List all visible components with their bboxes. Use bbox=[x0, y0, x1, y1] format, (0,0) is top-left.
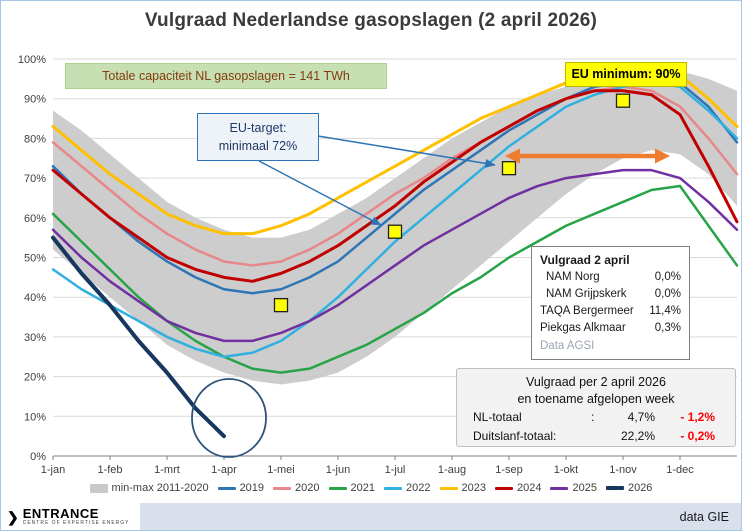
legend-label: 2021 bbox=[350, 482, 376, 494]
summary-sep bbox=[591, 427, 603, 446]
svg-text:10%: 10% bbox=[24, 411, 46, 423]
summary-row-de: Duitslanf-totaal: 22,2% - 0,2% bbox=[457, 427, 735, 446]
legend-label: 2026 bbox=[627, 482, 653, 494]
storage-table-title: Vulgraad 2 april bbox=[540, 253, 630, 267]
legend-swatch bbox=[328, 486, 347, 490]
footer-bar: ❯ ENTRANCE CENTRE OF EXPERTISE ENERGY da… bbox=[1, 501, 741, 530]
legend-item: 2024 bbox=[494, 482, 542, 494]
facility-name: TAQA Bergermeer bbox=[540, 305, 634, 317]
eu-target-callout: EU-target: minimaal 72% bbox=[197, 113, 319, 161]
data-source-agsi: Data AGSI bbox=[540, 340, 595, 352]
summary-delta: - 1,2% bbox=[680, 410, 715, 424]
entrance-logo: ❯ ENTRANCE CENTRE OF EXPERTISE ENERGY bbox=[1, 501, 140, 530]
data-source-gie: data GIE bbox=[679, 510, 729, 524]
summary-delta: - 0,2% bbox=[680, 429, 715, 443]
legend-swatch bbox=[217, 486, 236, 490]
facility-value: 0,3% bbox=[654, 322, 681, 334]
svg-text:1-okt: 1-okt bbox=[554, 464, 578, 476]
eu-minimum-callout: EU minimum: 90% bbox=[565, 62, 687, 87]
svg-text:20%: 20% bbox=[24, 372, 46, 384]
legend-swatch bbox=[494, 486, 513, 490]
legend-item: 2023 bbox=[439, 482, 486, 494]
svg-text:50%: 50% bbox=[24, 253, 46, 265]
svg-text:30%: 30% bbox=[24, 332, 46, 344]
legend-label: 2020 bbox=[295, 482, 320, 494]
summary-title-line1: Vulgraad per 2 april 2026 bbox=[526, 375, 666, 389]
svg-text:0%: 0% bbox=[30, 451, 46, 463]
summary-value: 22,2% bbox=[620, 429, 655, 443]
summary-row-nl: NL-totaal : 4,7% - 1,2% bbox=[457, 408, 735, 427]
legend-item: 2022 bbox=[384, 482, 431, 494]
svg-text:90%: 90% bbox=[24, 94, 46, 106]
legend-item: 2025 bbox=[550, 482, 597, 494]
legend-label: 2019 bbox=[239, 482, 265, 494]
svg-text:1-jul: 1-jul bbox=[385, 464, 406, 476]
capacity-note: Totale capaciteit NL gasopslagen = 141 T… bbox=[65, 63, 387, 89]
svg-text:1-jan: 1-jan bbox=[41, 464, 65, 476]
page-title: Vulgraad Nederlandse gasopslagen (2 apri… bbox=[144, 10, 598, 31]
svg-text:1-mrt: 1-mrt bbox=[154, 464, 180, 476]
table-row: NAM Norg 0,0% bbox=[540, 269, 681, 286]
svg-text:1-nov: 1-nov bbox=[609, 464, 637, 476]
legend-item: 2020 bbox=[273, 482, 320, 494]
summary-title-line2: en toename afgelopen week bbox=[517, 392, 675, 406]
summary-label: NL-totaal bbox=[473, 410, 522, 424]
legend-item: min-max 2011-2020 bbox=[89, 482, 209, 494]
summary-label: Duitslanf-totaal: bbox=[473, 429, 557, 443]
facility-name: NAM Grijpskerk bbox=[546, 288, 627, 300]
svg-text:80%: 80% bbox=[24, 133, 46, 145]
svg-text:1-feb: 1-feb bbox=[97, 464, 122, 476]
svg-text:1-aug: 1-aug bbox=[438, 464, 466, 476]
legend-label: 2022 bbox=[406, 482, 431, 494]
legend-label: 2025 bbox=[572, 482, 597, 494]
facility-name: Piekgas Alkmaar bbox=[540, 322, 626, 334]
facility-value: 11,4% bbox=[649, 305, 681, 317]
svg-text:1-mei: 1-mei bbox=[267, 464, 295, 476]
facility-value: 0,0% bbox=[654, 288, 681, 300]
legend-swatch bbox=[550, 486, 569, 490]
legend-label: min-max 2011-2020 bbox=[111, 482, 209, 494]
summary-value: 4,7% bbox=[627, 410, 655, 424]
legend-label: 2024 bbox=[516, 482, 542, 494]
legend-item: 2026 bbox=[605, 482, 653, 494]
eu-target-line2: minimaal 72% bbox=[218, 139, 298, 153]
legend-item: 2021 bbox=[328, 482, 376, 494]
table-row: NAM Grijpskerk 0,0% bbox=[540, 286, 681, 303]
summary-box: Vulgraad per 2 april 2026 en toename afg… bbox=[456, 368, 736, 447]
svg-text:100%: 100% bbox=[18, 54, 46, 66]
legend-swatch bbox=[273, 486, 292, 490]
svg-text:1-sep: 1-sep bbox=[495, 464, 523, 476]
table-row: TAQA Bergermeer 11,4% bbox=[540, 303, 681, 320]
summary-sep: : bbox=[591, 410, 595, 424]
legend: min-max 2011-2020 2019 2020 2021 2022 2023 202… bbox=[1, 482, 741, 494]
svg-text:1-dec: 1-dec bbox=[666, 464, 694, 476]
legend-swatch bbox=[384, 486, 403, 490]
storage-breakdown-table: Vulgraad 2 april NAM Norg 0,0% NAM Grijp… bbox=[531, 246, 690, 360]
svg-text:1-apr: 1-apr bbox=[211, 464, 237, 476]
svg-text:70%: 70% bbox=[24, 173, 46, 185]
legend-swatch bbox=[439, 486, 458, 490]
facility-name: NAM Norg bbox=[546, 271, 600, 283]
chevron-icon: ❯ bbox=[7, 508, 19, 525]
legend-label: 2023 bbox=[461, 482, 486, 494]
legend-swatch bbox=[89, 483, 108, 493]
logo-subtext: CENTRE OF EXPERTISE ENERGY bbox=[22, 519, 130, 526]
facility-value: 0,0% bbox=[654, 271, 681, 283]
legend-swatch bbox=[605, 486, 624, 490]
svg-text:60%: 60% bbox=[24, 213, 46, 225]
table-row: Piekgas Alkmaar 0,3% bbox=[540, 320, 681, 337]
logo-text: ENTRANCE bbox=[22, 505, 99, 521]
eu-target-line1: EU-target: bbox=[229, 121, 287, 135]
legend-item: 2019 bbox=[217, 482, 265, 494]
svg-text:1-jun: 1-jun bbox=[326, 464, 350, 476]
svg-text:40%: 40% bbox=[24, 292, 46, 304]
